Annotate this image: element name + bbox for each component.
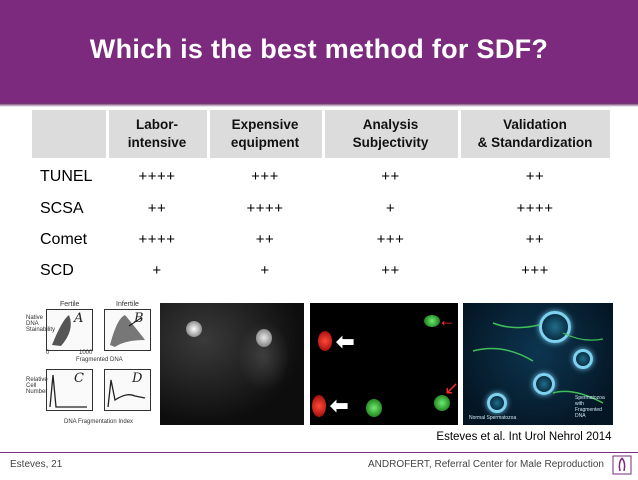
quadrant-letter: B: [134, 311, 144, 326]
white-arrow-icon: ⬅: [330, 393, 349, 418]
y-axis-label-bottom: Relative Cell Number: [26, 377, 48, 395]
androfert-logo-icon: [612, 455, 632, 475]
column-header-line: Analysis: [362, 117, 419, 132]
row-label-tunel: TUNEL: [40, 168, 93, 185]
scatter-infertile-icon: [110, 315, 145, 347]
column-header-line: Labor-: [136, 117, 178, 132]
white-arrow-icon: ⬅: [336, 329, 355, 354]
comet-head: [186, 321, 202, 337]
column-header-line: Expensive: [231, 117, 299, 132]
table-cell: +++: [521, 262, 549, 279]
fragmented-label: Spermatozoa with Fragmented DNA: [575, 395, 613, 419]
footer-divider: [0, 452, 638, 453]
row-label-scd: SCD: [40, 262, 74, 279]
table-header: [32, 110, 610, 158]
table-cell: ++: [381, 168, 400, 185]
title-bar: [0, 0, 638, 103]
comet-assay-image: [160, 303, 304, 425]
quadrant-letter: D: [132, 371, 143, 386]
red-arrow-icon: ↙: [444, 378, 460, 398]
column-header-subjectivity: Analysis Subjectivity: [324, 116, 457, 152]
table-cell: +: [260, 262, 270, 279]
fragmented-label-line: Fragmented DNA: [575, 407, 602, 419]
infertile-label: Infertile: [116, 301, 139, 308]
sperm-head: [533, 373, 555, 395]
table-cell: ++: [525, 231, 545, 248]
quadrant-letter: C: [74, 371, 84, 386]
slide-title: Which is the best method for SDF?: [89, 34, 549, 64]
header-separator: [322, 110, 325, 158]
header-separator: [458, 110, 461, 158]
sperm-head: [487, 393, 507, 413]
tick-label: 0: [46, 350, 50, 356]
comet-tail: [238, 321, 290, 391]
column-header-line: & Standardization: [477, 135, 593, 150]
column-header-line: Subjectivity: [352, 135, 429, 150]
histogram-infertile-icon: [107, 379, 146, 408]
footer-page-label: Esteves, 21: [10, 459, 63, 470]
column-header-equipment: Expensive equipment: [209, 116, 321, 152]
quadrant-b: [104, 309, 151, 351]
table-cell: ++: [255, 231, 275, 248]
column-header-line: equipment: [230, 135, 300, 150]
fertile-label: Fertile: [60, 301, 80, 308]
y-axis-label-top: Native DNA Stainability: [26, 315, 56, 333]
table-cell: ++++: [138, 168, 176, 185]
table-cell: +++: [251, 168, 279, 185]
histogram-fertile-icon: [49, 374, 87, 408]
sperm-tails-icon: [472, 322, 604, 404]
scatter-fertile-icon: [52, 315, 71, 346]
x-axis-label-bottom: DNA Fragmentation Index: [64, 419, 134, 425]
row-label-comet: Comet: [40, 231, 88, 248]
table-cell: ++: [147, 200, 167, 217]
column-header-labor: Labor- intensive: [107, 116, 207, 152]
red-arrow-icon: ←: [438, 310, 456, 330]
table-cell: ++: [525, 168, 545, 185]
table-cell: +: [152, 262, 162, 279]
x-axis-label-top: Fragmented DNA: [76, 357, 123, 363]
sperm-head: [573, 349, 593, 369]
green-nucleus: [434, 395, 450, 411]
header-separator: [207, 110, 210, 158]
sperm-head: [539, 311, 571, 343]
row-label-scsa: SCSA: [40, 200, 84, 217]
table-cell: ++++: [516, 200, 554, 217]
header-separator: [106, 110, 109, 158]
scsa-flow-cytometry-image: Fertile Infertile A B Native DNA Stainab…: [24, 301, 154, 431]
normal-label: Normal Spermatozoa: [469, 415, 517, 421]
fragmented-label-line: Spermatozoa with: [575, 395, 605, 407]
red-nucleus: [318, 331, 332, 351]
quadrant-letter: A: [74, 311, 84, 326]
quadrant-a: [46, 309, 93, 351]
red-nucleus: [312, 395, 326, 417]
table-cell: +++: [376, 231, 405, 248]
column-header-validation: Validation & Standardization: [460, 116, 610, 152]
table-cell: ++++: [138, 231, 176, 248]
table-cell: +: [385, 200, 396, 217]
green-nucleus: [424, 315, 440, 327]
column-header-line: intensive: [127, 135, 187, 150]
footer-organization: ANDROFERT, Referral Center for Male Repr…: [367, 459, 604, 470]
table-cell: ++: [381, 262, 400, 279]
tunel-fluorescence-image: Spermatozoa with Fragmented DNA Normal S…: [463, 303, 613, 425]
quadrant-d: [104, 369, 151, 411]
tick-label: 1000: [79, 350, 93, 356]
table-cell: ++++: [246, 200, 284, 217]
green-nucleus: [366, 399, 382, 417]
comet-head: [256, 329, 272, 347]
quadrant-c: [46, 369, 93, 411]
title-bar-shadow: [0, 103, 638, 107]
scd-fluorescence-image: ⬅ ⬅ ← ↙: [310, 303, 460, 425]
column-header-line: Validation: [503, 117, 567, 132]
citation: Esteves et al. Int Urol Nehrol 2014: [436, 431, 612, 443]
